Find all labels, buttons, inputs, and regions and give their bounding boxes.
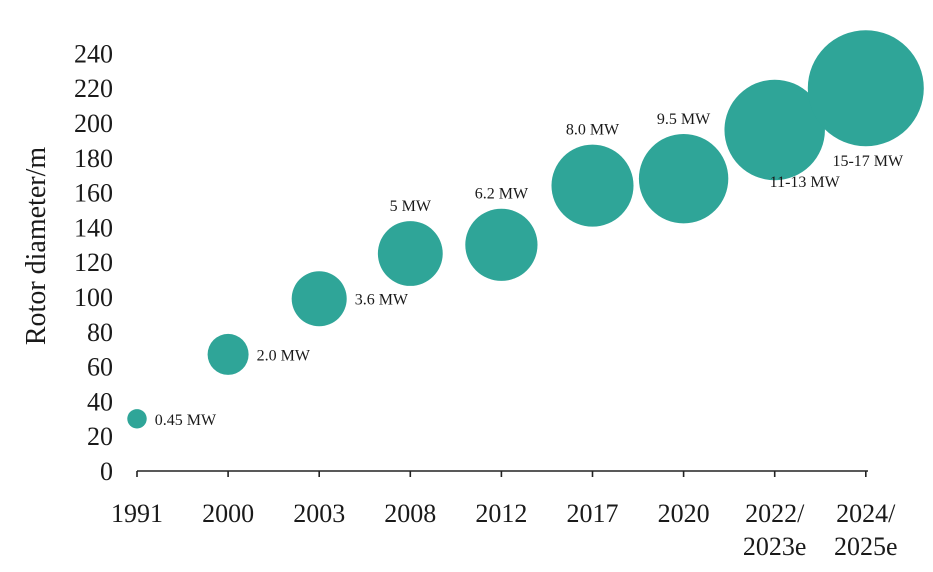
- bubble-label: 5 MW: [390, 198, 432, 215]
- bubble-2008: [377, 221, 443, 286]
- bubble-2012: [465, 208, 538, 281]
- y-tick-label: 100: [74, 283, 113, 312]
- x-tick-label: 1991: [111, 499, 163, 528]
- x-tick-label: 2024/2025e: [834, 499, 898, 561]
- x-tick-label: 2008: [384, 499, 436, 528]
- y-tick-label: 200: [74, 109, 113, 138]
- bubble-series: [127, 30, 924, 429]
- y-tick-label: 80: [87, 318, 113, 347]
- y-tick-label: 140: [74, 213, 113, 242]
- y-tick-label: 160: [74, 179, 113, 208]
- y-tick-label: 180: [74, 144, 113, 173]
- x-tick-label: 2020: [658, 499, 710, 528]
- bubble-label: 0.45 MW: [155, 412, 217, 429]
- bubble-1991: [127, 409, 147, 429]
- y-tick-label: 40: [87, 387, 113, 416]
- bubble-label: 11-13 MW: [770, 174, 841, 191]
- x-axis: 1991 2000 2003 2008 2012 2017 2020 2022/2023e 20…: [111, 470, 898, 561]
- bubble-label: 6.2 MW: [475, 186, 529, 203]
- y-tick-label: 20: [87, 422, 113, 451]
- y-tick-label: 120: [74, 248, 113, 277]
- bubble-2003: [291, 271, 347, 327]
- bubble-2020: [638, 133, 729, 224]
- x-tick-label: 2003: [293, 499, 345, 528]
- y-tick-label: 240: [74, 39, 113, 68]
- x-tick-label: 2022/2023e: [743, 499, 807, 561]
- bubble-label: 9.5 MW: [657, 111, 711, 128]
- y-tick-label: 220: [74, 74, 113, 103]
- y-tick-label: 60: [87, 353, 113, 382]
- x-tick-label: 2017: [567, 499, 619, 528]
- bubble-2022-2023e: [724, 79, 825, 181]
- bubble-2024-2025e: [807, 30, 924, 147]
- x-tick-label: 2012: [475, 499, 527, 528]
- bubble-label: 3.6 MW: [355, 292, 409, 309]
- x-tick-label: 2000: [202, 499, 254, 528]
- bubble-label: 8.0 MW: [566, 122, 620, 139]
- y-axis: 0 20 40 60 80 100 120 140 160 180 200 220 240: [74, 39, 113, 486]
- bubble-label: 2.0 MW: [257, 347, 311, 364]
- y-axis-label: Rotor diameter/m: [21, 147, 52, 346]
- y-tick-label: 0: [100, 457, 113, 486]
- bubble-labels: 0.45 MW 2.0 MW 3.6 MW 5 MW 6.2 MW 8.0 MW 9.5 M…: [155, 111, 904, 429]
- bubble-label: 15-17 MW: [832, 153, 904, 170]
- bubble-2017: [551, 144, 634, 227]
- bubble-2000: [207, 333, 249, 375]
